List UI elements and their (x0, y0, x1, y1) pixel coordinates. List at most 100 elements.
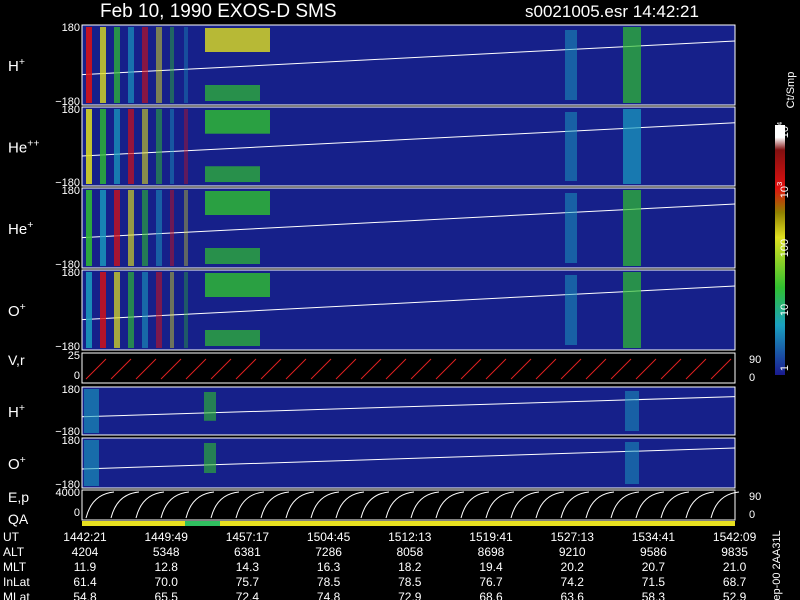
spectrum-patch (205, 85, 260, 101)
spectrum-patch (114, 190, 120, 266)
cell: 6381 (234, 545, 261, 559)
label: He+ (8, 219, 33, 238)
cell: 61.4 (73, 575, 97, 589)
spectrum-patch (128, 272, 134, 348)
row-label: MLat (3, 590, 30, 600)
spectrum-patch (114, 272, 120, 348)
spectrum-patch (623, 109, 641, 184)
label: O+ (8, 454, 26, 473)
spectrum-patch (86, 272, 92, 348)
qa-bar (82, 521, 735, 526)
spectrum-patch (565, 275, 577, 345)
tick-label: −180 (55, 479, 80, 491)
spectrum-patch (86, 190, 92, 266)
cell: 71.5 (642, 575, 666, 589)
tick-label: 4000 (56, 487, 80, 499)
spectrum-patch (86, 109, 92, 184)
cell: 1504:45 (307, 530, 351, 544)
tick-label: 180 (62, 267, 80, 279)
label-text: H (8, 58, 19, 75)
spectrum-patch (114, 27, 120, 103)
label: H+ (8, 402, 25, 421)
label-text: O (8, 303, 20, 320)
row-label: MLT (3, 560, 27, 574)
cell: 11.9 (74, 560, 97, 574)
spectrum-patch (100, 272, 106, 348)
label-text: 10 (779, 126, 791, 138)
spectrum-patch (623, 190, 641, 266)
tick-label: −180 (55, 426, 80, 438)
cell: 65.5 (155, 590, 179, 600)
spectrum-patch (114, 109, 120, 184)
cell: 19.4 (479, 560, 503, 574)
cell: 78.5 (398, 575, 422, 589)
tick-label: 180 (62, 185, 80, 197)
cell: 63.6 (561, 590, 585, 600)
cell: 58.3 (642, 590, 666, 600)
cell: 16.3 (317, 560, 341, 574)
spectrum-patch (623, 27, 641, 103)
cell: 20.7 (642, 560, 666, 574)
color-bar (775, 125, 785, 375)
spectrum-patch (184, 272, 188, 348)
unit-label: Ct/Smp (785, 72, 797, 109)
spectrum-patch (100, 190, 106, 266)
spectrum-patch (204, 392, 216, 421)
label-sup: ++ (27, 138, 39, 150)
label-sup: + (19, 56, 25, 68)
spectrum-patch (128, 27, 134, 103)
right-tick: 0 (749, 509, 755, 521)
label-text: 10 (779, 186, 791, 198)
tick-label: −180 (55, 341, 80, 353)
cell: 14.3 (236, 560, 260, 574)
cell: 72.9 (398, 590, 422, 600)
cell: 1534:41 (632, 530, 676, 544)
spectrum-patch (142, 109, 148, 184)
cell: 18.2 (398, 560, 422, 574)
cell: 1512:13 (388, 530, 432, 544)
stamp: Sep-00 2AA31L (771, 530, 783, 600)
cell: 74.8 (317, 590, 341, 600)
spectrum-patch (205, 273, 270, 297)
label: O+ (8, 301, 26, 320)
title: Feb 10, 1990 EXOS-D SMS (100, 1, 337, 22)
cell: 75.7 (236, 575, 260, 589)
cell: 9210 (559, 545, 586, 559)
spectrum-patch (205, 110, 270, 134)
spectrum-patch (128, 190, 134, 266)
spectrum-patch (204, 443, 216, 473)
file-label: s0021005.esr 14:42:21 (525, 2, 699, 21)
spectrum-patch (170, 109, 174, 184)
cell: 72.4 (236, 590, 260, 600)
tick-label: 180 (62, 22, 80, 34)
curve (85, 358, 732, 380)
row-label: InLat (3, 575, 30, 589)
label-sup: 4 (775, 121, 784, 126)
spectrum-patch (128, 109, 134, 184)
cell: 9586 (640, 545, 667, 559)
spectrum-patch (184, 109, 188, 184)
tick-label: 180 (62, 384, 80, 396)
spectrum-patch (184, 27, 188, 103)
spectrum-patch (100, 109, 106, 184)
spectrum-patch (205, 330, 260, 346)
row-label: UT (3, 530, 20, 544)
cell: 8698 (478, 545, 505, 559)
label: V,r (8, 352, 25, 368)
spectrum-patch (205, 166, 260, 183)
tick-label: 180 (62, 104, 80, 116)
qa-label: QA (8, 511, 29, 527)
spectrum-patch (84, 440, 99, 486)
label: 104 (775, 121, 791, 138)
tick-label: 180 (62, 435, 80, 447)
spectrum-patch (625, 442, 639, 484)
row-label: ALT (3, 545, 25, 559)
spectrum-patch (100, 27, 106, 103)
label: He++ (8, 138, 39, 157)
cell: 12.8 (155, 560, 179, 574)
spectrum-patch (205, 191, 270, 215)
spectrum-patch (170, 272, 174, 348)
curve (85, 491, 740, 519)
label-text: H (8, 404, 19, 421)
spectrum-patch (142, 190, 148, 266)
